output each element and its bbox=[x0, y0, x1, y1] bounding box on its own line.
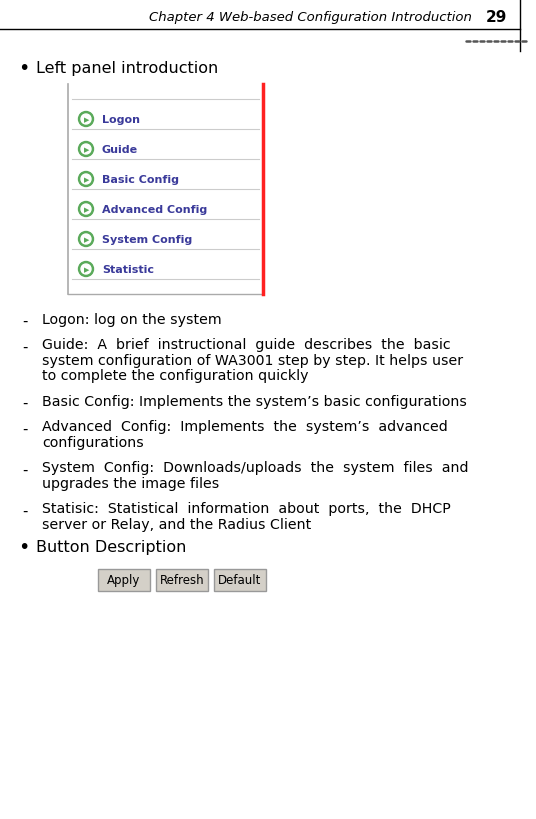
Text: Statistic: Statistic bbox=[102, 265, 154, 274]
Bar bbox=[98, 569, 150, 590]
Text: Chapter 4 Web-based Configuration Introduction: Chapter 4 Web-based Configuration Introd… bbox=[148, 11, 472, 25]
Text: System Config: System Config bbox=[102, 235, 192, 245]
Circle shape bbox=[78, 233, 93, 247]
Circle shape bbox=[81, 115, 91, 124]
Bar bbox=[214, 569, 266, 590]
Text: -: - bbox=[22, 339, 27, 354]
Text: -: - bbox=[22, 421, 27, 436]
Circle shape bbox=[78, 202, 93, 217]
Text: Apply: Apply bbox=[107, 573, 140, 586]
Text: ▶: ▶ bbox=[84, 177, 89, 183]
Text: ▶: ▶ bbox=[84, 267, 89, 273]
Text: Basic Config: Basic Config bbox=[102, 174, 179, 185]
Text: server or Relay, and the Radius Client: server or Relay, and the Radius Client bbox=[42, 518, 311, 532]
Text: Left panel introduction: Left panel introduction bbox=[36, 61, 218, 75]
Text: Guide:  A  brief  instructional  guide  describes  the  basic: Guide: A brief instructional guide descr… bbox=[42, 338, 451, 352]
Text: Default: Default bbox=[218, 573, 262, 586]
Text: Refresh: Refresh bbox=[160, 573, 204, 586]
Circle shape bbox=[81, 205, 91, 215]
Circle shape bbox=[78, 172, 93, 188]
Circle shape bbox=[81, 145, 91, 155]
Text: •: • bbox=[18, 537, 29, 556]
Circle shape bbox=[78, 262, 93, 277]
Text: 29: 29 bbox=[485, 11, 507, 25]
Bar bbox=[68, 85, 263, 295]
Text: ▶: ▶ bbox=[84, 237, 89, 242]
Text: upgrades the image files: upgrades the image files bbox=[42, 477, 219, 491]
Text: to complete the configuration quickly: to complete the configuration quickly bbox=[42, 369, 309, 383]
Text: Advanced  Config:  Implements  the  system’s  advanced: Advanced Config: Implements the system’s… bbox=[42, 420, 448, 434]
Text: system configuration of WA3001 step by step. It helps user: system configuration of WA3001 step by s… bbox=[42, 354, 463, 368]
Circle shape bbox=[78, 143, 93, 157]
Text: •: • bbox=[18, 58, 29, 78]
Text: configurations: configurations bbox=[42, 436, 144, 450]
Text: -: - bbox=[22, 396, 27, 410]
Text: -: - bbox=[22, 503, 27, 518]
Text: Logon: log on the system: Logon: log on the system bbox=[42, 313, 221, 327]
Circle shape bbox=[81, 174, 91, 185]
Text: ▶: ▶ bbox=[84, 117, 89, 123]
Text: ▶: ▶ bbox=[84, 147, 89, 153]
Text: Guide: Guide bbox=[102, 145, 138, 155]
Circle shape bbox=[81, 235, 91, 245]
Text: -: - bbox=[22, 462, 27, 477]
Circle shape bbox=[81, 265, 91, 274]
Text: Advanced Config: Advanced Config bbox=[102, 205, 207, 215]
Text: System  Config:  Downloads/uploads  the  system  files  and: System Config: Downloads/uploads the sys… bbox=[42, 461, 468, 475]
Bar bbox=[156, 569, 208, 590]
Text: Button Description: Button Description bbox=[36, 540, 187, 554]
Text: -: - bbox=[22, 314, 27, 328]
Text: ▶: ▶ bbox=[84, 206, 89, 213]
Text: Basic Config: Implements the system’s basic configurations: Basic Config: Implements the system’s ba… bbox=[42, 395, 467, 409]
Text: Logon: Logon bbox=[102, 115, 140, 124]
Text: Statisic:  Statistical  information  about  ports,  the  DHCP: Statisic: Statistical information about … bbox=[42, 502, 451, 516]
Circle shape bbox=[78, 112, 93, 127]
